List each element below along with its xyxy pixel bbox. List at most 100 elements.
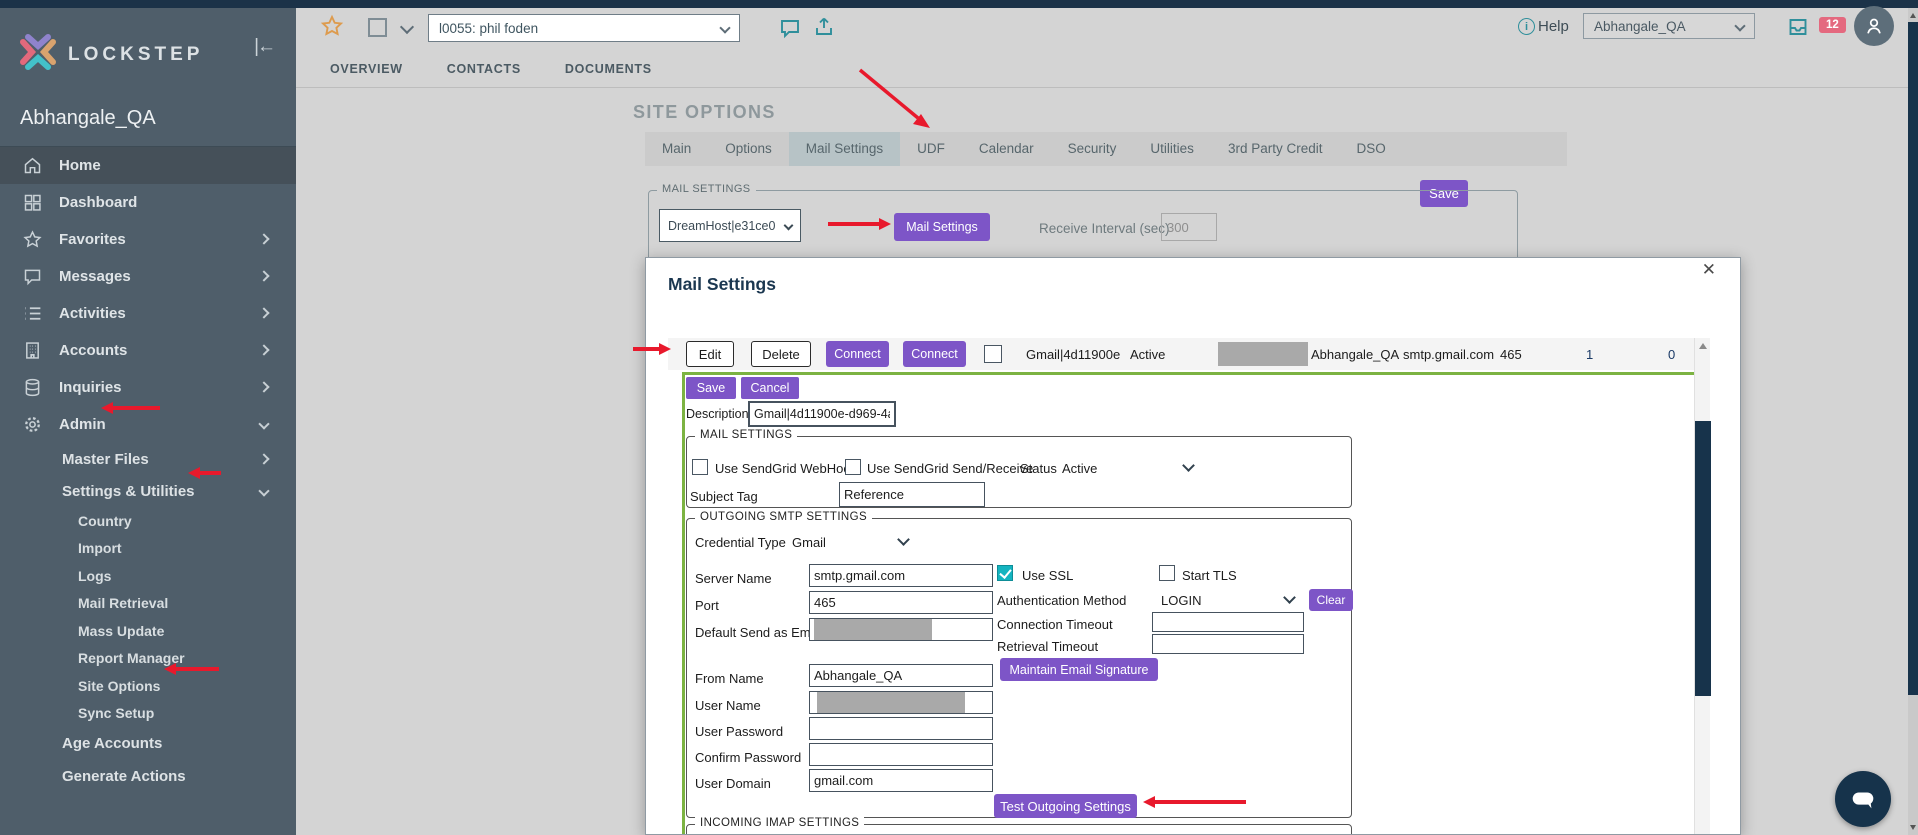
scroll-down-icon[interactable]: [1910, 825, 1916, 830]
chevron-down-icon: [258, 485, 269, 496]
chevron-down-icon[interactable]: [897, 533, 910, 546]
inbox-count-badge: 12: [1819, 17, 1846, 33]
status-value[interactable]: Active: [1062, 461, 1097, 476]
sidebar-item-sync-setup[interactable]: Sync Setup: [0, 700, 296, 728]
record-selector[interactable]: l0055: phil foden: [428, 14, 740, 42]
scroll-up-icon[interactable]: [1910, 13, 1916, 18]
sidebar-item-country[interactable]: Country: [0, 507, 296, 535]
retrieval-timeout-input[interactable]: [1152, 634, 1304, 654]
authentication-method-value[interactable]: LOGIN: [1161, 593, 1201, 608]
editor-save-button[interactable]: Save: [686, 377, 736, 399]
sidebar-item-site-options[interactable]: Site Options: [0, 672, 296, 700]
database-icon: [22, 377, 43, 398]
maintain-email-signature-button[interactable]: Maintain Email Signature: [1000, 658, 1158, 681]
favorite-star-icon[interactable]: [320, 14, 344, 38]
start-tls-checkbox[interactable]: [1159, 565, 1175, 581]
server-name-input[interactable]: [809, 564, 993, 587]
port-input[interactable]: [809, 591, 993, 614]
sidebar-item-settings-utilities[interactable]: Settings & Utilities: [0, 475, 296, 507]
edit-button[interactable]: Edit: [686, 341, 734, 367]
account-name: Gmail|4d11900e: [1026, 347, 1120, 362]
chevron-down-icon[interactable]: [400, 20, 414, 34]
default-send-as-email-input[interactable]: [809, 618, 993, 641]
from-name-input[interactable]: [809, 664, 993, 687]
scrollbar-thumb[interactable]: [1695, 421, 1711, 696]
sidebar-item-age-accounts[interactable]: Age Accounts: [0, 727, 296, 760]
logo-text: LOCKSTEP: [68, 44, 203, 66]
test-outgoing-settings-button[interactable]: Test Outgoing Settings: [994, 794, 1137, 818]
delete-button[interactable]: Delete: [751, 341, 811, 367]
subject-tag-input[interactable]: [839, 482, 985, 507]
tab-options[interactable]: Options: [708, 132, 789, 166]
mail-settings-modal: ✕ Mail Settings Edit Delete Connect Conn…: [645, 257, 1741, 835]
mail-settings-button[interactable]: Mail Settings: [894, 213, 990, 241]
close-icon[interactable]: ✕: [1702, 260, 1716, 280]
comment-icon[interactable]: [778, 16, 802, 40]
sidebar-item-inquiries[interactable]: Inquiries: [0, 369, 296, 406]
sidebar-item-accounts[interactable]: Accounts: [0, 332, 296, 369]
lockstep-logo-icon: [18, 32, 58, 77]
tab-calendar[interactable]: Calendar: [962, 132, 1051, 166]
clear-button[interactable]: Clear: [1309, 589, 1353, 611]
modal-scrollbar[interactable]: [1694, 338, 1710, 835]
user-name-input[interactable]: [809, 691, 993, 714]
tab-documents[interactable]: DOCUMENTS: [565, 62, 652, 76]
authentication-method-label: Authentication Method: [997, 593, 1126, 608]
sidebar-item-report-manager[interactable]: Report Manager: [0, 645, 296, 673]
sidebar-item-home[interactable]: Home: [0, 147, 296, 184]
account-server: smtp.gmail.com: [1403, 347, 1494, 362]
use-sendgrid-webhook-label: Use SendGrid WebHook: [715, 461, 857, 476]
sidebar-item-logs[interactable]: Logs: [0, 562, 296, 590]
help-button[interactable]: i Help: [1518, 18, 1569, 35]
select-record-checkbox[interactable]: [368, 18, 387, 37]
sidebar-item-mass-update[interactable]: Mass Update: [0, 617, 296, 645]
use-ssl-checkbox[interactable]: [997, 565, 1013, 581]
sidebar-item-import[interactable]: Import: [0, 535, 296, 563]
page-scrollbar[interactable]: [1908, 8, 1918, 835]
export-icon[interactable]: [812, 15, 836, 39]
sidebar-item-favorites[interactable]: Favorites: [0, 221, 296, 258]
receive-interval-input[interactable]: [1161, 213, 1217, 241]
sidebar-item-dashboard[interactable]: Dashboard: [0, 184, 296, 221]
account-port: 465: [1500, 347, 1522, 362]
sidebar-item-activities[interactable]: Activities: [0, 295, 296, 332]
inbox-icon[interactable]: [1786, 15, 1810, 39]
use-sendgrid-sendreceive-label: Use SendGrid Send/Receive: [867, 461, 1033, 476]
chat-widget-button[interactable]: [1835, 771, 1891, 827]
description-input[interactable]: [748, 401, 896, 427]
credential-type-value[interactable]: Gmail: [792, 535, 826, 550]
row-checkbox[interactable]: [984, 345, 1002, 363]
sidebar-item-admin[interactable]: Admin: [0, 406, 296, 443]
user-password-input[interactable]: [809, 717, 993, 740]
sidebar-item-master-files[interactable]: Master Files: [0, 443, 296, 475]
tab-contacts[interactable]: CONTACTS: [447, 62, 521, 76]
scrollbar-thumb[interactable]: [1908, 22, 1918, 695]
connection-timeout-input[interactable]: [1152, 612, 1304, 632]
sidebar-collapse-icon[interactable]: |←: [254, 36, 274, 58]
sidebar-item-mail-retrieval[interactable]: Mail Retrieval: [0, 590, 296, 618]
tab-main[interactable]: Main: [645, 132, 708, 166]
account-company: Abhangale_QA: [1311, 347, 1399, 362]
tab-utilities[interactable]: Utilities: [1133, 132, 1211, 166]
chevron-down-icon: [1734, 20, 1745, 31]
chevron-down-icon[interactable]: [1283, 591, 1296, 604]
sidebar-item-messages[interactable]: Messages: [0, 258, 296, 295]
scroll-up-icon[interactable]: [1699, 343, 1707, 349]
user-name-label: User Name: [695, 698, 761, 713]
use-sendgrid-webhook-checkbox[interactable]: [692, 459, 708, 475]
connect-button-2[interactable]: Connect: [903, 341, 966, 367]
user-avatar[interactable]: [1854, 6, 1894, 46]
mail-account-selector[interactable]: DreamHost|e31ce0: [659, 209, 801, 242]
confirm-password-input[interactable]: [809, 743, 993, 766]
editor-cancel-button[interactable]: Cancel: [741, 377, 799, 399]
tab-3rd-party-credit[interactable]: 3rd Party Credit: [1211, 132, 1340, 166]
connect-button-1[interactable]: Connect: [826, 341, 889, 367]
org-selector[interactable]: Abhangale_QA: [1583, 13, 1755, 39]
tab-dso[interactable]: DSO: [1339, 132, 1402, 166]
tab-security[interactable]: Security: [1051, 132, 1134, 166]
use-sendgrid-sendreceive-checkbox[interactable]: [845, 459, 861, 475]
sidebar-item-generate-actions[interactable]: Generate Actions: [0, 760, 296, 793]
tab-overview[interactable]: OVERVIEW: [330, 62, 403, 76]
user-domain-input[interactable]: [809, 769, 993, 792]
chevron-down-icon[interactable]: [1182, 459, 1195, 472]
